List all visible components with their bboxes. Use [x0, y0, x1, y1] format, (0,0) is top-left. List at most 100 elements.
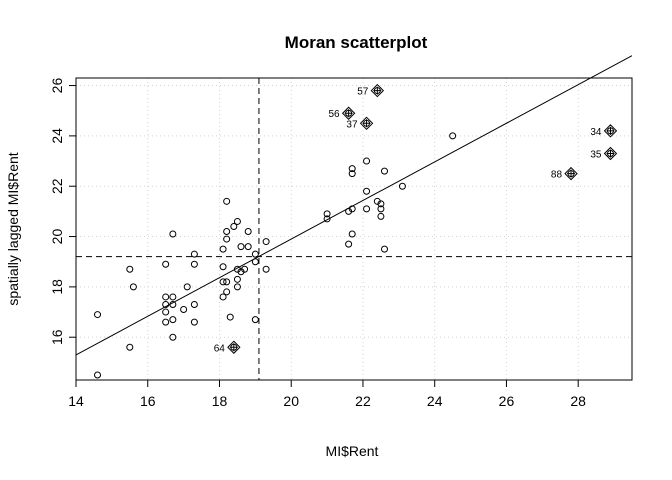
data-point-54: [363, 157, 371, 165]
y-tick-label-2: 20: [49, 229, 65, 245]
data-point-31: [230, 222, 238, 230]
data-point-58: [377, 200, 385, 208]
influential-point-marker-34: [603, 124, 618, 138]
x-tick-label-7: 28: [570, 393, 586, 409]
data-point-11: [169, 293, 177, 301]
y-tick-label-3: 22: [49, 178, 65, 194]
data-point-13: [169, 316, 177, 324]
influential-point-35: 35: [590, 146, 618, 161]
data-point-6: [162, 293, 170, 301]
grid: [75, 78, 632, 380]
data-point-14: [169, 333, 177, 341]
data-point-45: [262, 265, 270, 273]
data-point-60: [377, 212, 385, 220]
data-point-56: [363, 205, 371, 213]
data-point-33: [233, 275, 241, 283]
influential-point-37: 37: [346, 116, 374, 131]
data-point-55: [363, 187, 371, 195]
y-tick-label-4: 24: [49, 128, 65, 144]
data-point-52: [348, 205, 356, 213]
influential-point-marker-56: [341, 106, 356, 120]
data-point-26: [223, 228, 231, 236]
data-point-47: [323, 215, 331, 223]
y-axis-label: spatially lagged MI$Rent: [5, 152, 21, 305]
data-point-20: [190, 318, 198, 326]
data-point-21: [219, 245, 227, 253]
data-point-61: [380, 167, 388, 175]
data-point-17: [190, 250, 198, 258]
data-point-63: [398, 182, 406, 190]
data-point-7: [162, 301, 170, 308]
data-point-4: [126, 343, 134, 351]
data-point-36: [237, 243, 245, 251]
y-tick-label-1: 18: [49, 279, 65, 295]
data-point-40: [244, 243, 252, 251]
x-tick-label-3: 20: [283, 393, 299, 409]
influential-point-label-34: 34: [590, 127, 602, 138]
data-point-62: [380, 245, 388, 253]
influential-point-label-64: 64: [214, 343, 226, 354]
x-axis: 14 16 18 20 22 24 26 28: [68, 379, 586, 409]
data-point-38: [241, 265, 249, 273]
data-points: [94, 132, 457, 379]
data-point-15: [180, 306, 188, 314]
data-point-42: [251, 258, 259, 266]
data-point-34: [233, 283, 241, 291]
influential-point-64: 64: [214, 340, 241, 354]
influential-point-label-35: 35: [590, 150, 602, 161]
data-point-29: [223, 288, 231, 296]
influential-point-marker-37: [359, 116, 374, 131]
x-tick-label-6: 26: [499, 393, 515, 409]
influential-points: 57 56 37 34 35 88 64: [214, 83, 618, 354]
data-point-19: [190, 301, 198, 308]
data-point-24: [219, 293, 227, 301]
data-point-8: [162, 308, 170, 316]
data-point-2: [126, 265, 134, 273]
x-tick-label-1: 16: [140, 393, 156, 409]
data-point-28: [223, 278, 231, 286]
influential-point-34: 34: [590, 124, 618, 138]
data-point-44: [262, 238, 270, 246]
y-tick-label-5: 26: [49, 78, 65, 94]
data-point-35: [233, 217, 241, 225]
data-point-10: [169, 230, 177, 238]
data-point-12: [169, 301, 177, 308]
data-point-64: [449, 132, 457, 140]
influential-point-label-56: 56: [328, 109, 340, 120]
data-point-0: [94, 311, 102, 319]
data-point-39: [244, 228, 252, 236]
data-point-27: [223, 235, 231, 243]
influential-point-57: 57: [357, 83, 385, 98]
data-point-16: [183, 283, 191, 291]
influential-point-88: 88: [551, 166, 578, 181]
regression-line-group: [75, 55, 633, 356]
data-point-30: [226, 313, 234, 321]
influential-point-label-37: 37: [346, 119, 358, 130]
data-point-43: [251, 316, 259, 324]
data-point-1: [94, 371, 102, 379]
data-point-49: [345, 240, 353, 248]
x-axis-label: MI$Rent: [326, 443, 379, 459]
mean-reference-lines: [76, 78, 632, 380]
influential-point-56: 56: [328, 106, 356, 120]
data-point-53: [348, 230, 356, 238]
influential-point-marker-35: [603, 146, 618, 161]
data-point-51: [348, 170, 356, 178]
chart-title: Moran scatterplot: [285, 33, 428, 52]
data-point-41: [251, 250, 259, 258]
x-tick-label-5: 24: [427, 393, 443, 409]
data-point-18: [190, 260, 198, 268]
data-point-25: [223, 197, 231, 205]
data-point-9: [162, 318, 170, 326]
influential-point-marker-64: [227, 340, 241, 354]
influential-point-label-88: 88: [551, 170, 563, 181]
influential-point-label-57: 57: [357, 87, 369, 98]
data-point-5: [162, 260, 170, 268]
x-tick-label-0: 14: [68, 393, 84, 409]
data-point-22: [219, 263, 227, 271]
x-tick-label-2: 18: [212, 393, 228, 409]
data-point-46: [323, 210, 331, 218]
data-point-3: [129, 283, 137, 291]
influential-point-marker-88: [564, 166, 578, 181]
